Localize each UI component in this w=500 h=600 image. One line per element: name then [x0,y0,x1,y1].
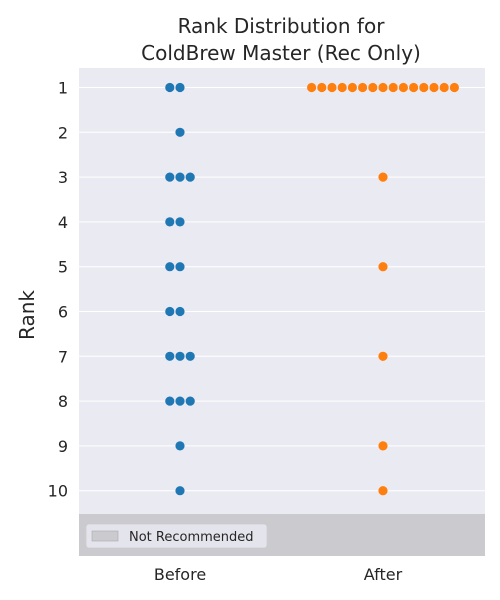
data-point-after-rank-1 [409,82,419,93]
y-axis-label: Rank [15,290,39,340]
data-point-after-rank-1 [378,82,388,93]
y-tick-label: 3 [58,168,68,187]
data-point-after-rank-1 [317,82,327,93]
data-point-before-rank-7 [175,351,185,361]
y-tick-label: 8 [58,392,68,411]
data-point-after-rank-1 [439,82,449,93]
data-point-after-rank-1 [358,82,368,93]
chart-title-line-2: ColdBrew Master (Rec Only) [141,41,421,65]
data-point-before-rank-8 [175,396,185,406]
data-point-before-rank-7 [185,351,195,361]
y-tick-label: 9 [58,437,68,456]
y-tick-label: 10 [48,482,68,501]
y-tick-label: 4 [58,213,68,232]
y-tick-label: 7 [58,347,68,366]
data-point-before-rank-5 [165,262,175,272]
data-point-before-rank-4 [165,217,175,227]
data-point-before-rank-8 [185,396,195,406]
y-tick-labels: 1 2 3 4 5 6 7 8 9 10 [48,79,68,501]
data-point-before-rank-9 [175,441,185,451]
data-point-after-rank-1 [327,82,337,93]
data-point-before-rank-7 [165,351,175,361]
data-point-after-rank-1 [449,82,459,93]
data-point-before-rank-4 [175,217,185,227]
data-point-after-rank-10 [378,486,388,496]
data-point-before-rank-3 [175,172,185,182]
data-point-before-rank-1 [165,82,175,93]
data-point-before-rank-6 [165,306,175,317]
data-point-after-rank-1 [398,82,408,93]
y-tick-label: 1 [58,79,68,98]
legend-box [85,523,268,549]
data-point-before-rank-8 [165,396,175,406]
data-point-after-rank-9 [378,441,388,451]
data-point-after-rank-3 [378,172,388,182]
data-point-before-rank-10 [175,486,185,496]
data-point-after-rank-1 [347,82,357,93]
data-point-before-rank-6 [175,306,185,317]
data-point-after-rank-1 [368,82,378,93]
data-point-before-rank-5 [175,262,185,272]
data-point-after-rank-1 [388,82,398,93]
data-point-before-rank-3 [185,172,195,182]
data-point-after-rank-7 [378,351,388,361]
data-point-after-rank-1 [307,82,317,93]
data-point-after-rank-1 [429,82,439,93]
legend-label: Not Recommended [129,530,254,545]
data-point-before-rank-2 [175,127,185,137]
x-tick-label-before: Before [154,565,206,584]
data-points [165,82,459,496]
y-tick-label: 5 [58,258,68,277]
chart-title-line-1: Rank Distribution for [178,14,386,38]
x-tick-labels: Before After [154,565,403,584]
data-point-before-rank-3 [165,172,175,182]
data-point-before-rank-1 [175,82,185,93]
legend: Not Recommended [85,523,268,549]
legend-swatch [91,530,119,542]
data-point-after-rank-5 [378,262,388,272]
gridlines [79,87,485,492]
y-tick-label: 2 [58,123,68,142]
data-point-after-rank-1 [337,82,347,93]
y-tick-label: 6 [58,303,68,322]
x-tick-label-after: After [364,565,403,584]
data-point-after-rank-1 [419,82,429,93]
